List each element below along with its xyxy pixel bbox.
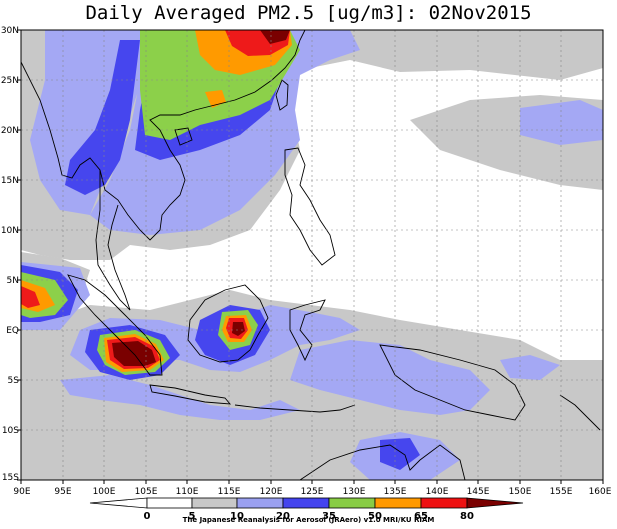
colorbar-label: 65 (414, 511, 428, 522)
lat-label: 5S (8, 376, 20, 386)
lat-label: 25N (1, 76, 19, 86)
lon-label: 135E (384, 487, 407, 497)
lat-label: 10S (2, 426, 19, 436)
tick-marks (17, 29, 604, 484)
peninsula-coast (95, 170, 131, 311)
colorbar-label: 10 (230, 511, 244, 522)
colorbar-segment (282, 497, 330, 509)
lon-label: 130E (343, 487, 366, 497)
coastlines (21, 30, 601, 480)
colorbar-segment (328, 497, 376, 509)
java (149, 384, 232, 405)
gridlines (21, 30, 603, 480)
sulawesi (289, 299, 326, 362)
australia-north (299, 444, 466, 480)
colorbar-segment (146, 497, 193, 509)
colorbar-segment (236, 497, 284, 509)
lat-label: 10N (1, 226, 19, 236)
lon-label: 110E (176, 487, 199, 497)
lat-label: EQ (6, 326, 19, 336)
colorbar-segment (191, 497, 238, 509)
lon-label: 160E (589, 487, 612, 497)
colorbar-right-arrow (466, 497, 524, 509)
mainland-coast (21, 30, 306, 241)
lon-label: 115E (218, 487, 241, 497)
lon-label: 95E (54, 487, 71, 497)
map-title: Daily Averaged PM2.5 [ug/m3]: 02Nov2015 (85, 2, 532, 24)
lon-label: 105E (135, 487, 158, 497)
lon-label: 150E (509, 487, 532, 497)
taiwan (275, 79, 289, 111)
lon-label: 140E (426, 487, 449, 497)
lon-label: 120E (260, 487, 283, 497)
colorbar-left-arrow (89, 497, 148, 509)
lon-label: 90E (13, 487, 30, 497)
lat-label: 15N (1, 176, 19, 186)
lon-label: 125E (301, 487, 324, 497)
colorbar-label: 80 (460, 511, 474, 522)
colorbar-segment (420, 497, 468, 509)
colorbar: 0 5 10 20 35 50 65 80 (89, 497, 524, 522)
islands-east (559, 394, 601, 431)
colorbar-segment (374, 497, 422, 509)
lesser-sunda (234, 404, 356, 413)
pm25-shading (21, 30, 603, 480)
colorbar-label: 35 (322, 511, 336, 522)
colorbar-label: 20 (276, 511, 290, 522)
lat-label: 30N (1, 26, 19, 36)
longitude-labels: 90E 95E 100E 105E 110E 115E 120E 125E 13… (13, 487, 611, 497)
lat-label: 20N (1, 126, 19, 136)
sumatra (67, 274, 163, 376)
philippines (284, 147, 336, 266)
new-guinea (379, 344, 526, 421)
lon-label: 155E (550, 487, 573, 497)
borneo (187, 284, 269, 363)
lat-label: 5N (7, 276, 19, 286)
lon-label: 145E (467, 487, 490, 497)
hainan (174, 127, 193, 146)
credit-line: The Japanese Reanalysis for Aerosol (JRA… (182, 516, 435, 524)
colorbar-label: 0 (144, 511, 151, 522)
colorbar-label: 50 (368, 511, 382, 522)
lat-label: 15S (2, 473, 19, 483)
colorbar-label: 5 (189, 511, 196, 522)
lon-label: 100E (93, 487, 116, 497)
latitude-labels: 30N 25N 20N 15N 10N 5N EQ 5S 10S 15S (1, 26, 19, 483)
